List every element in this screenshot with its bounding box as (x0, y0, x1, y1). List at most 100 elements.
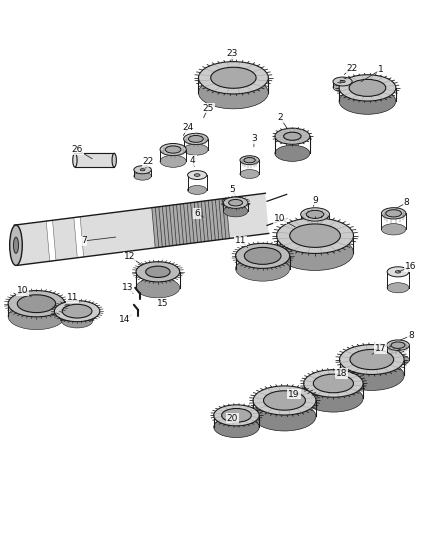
Text: 14: 14 (120, 315, 131, 324)
Ellipse shape (8, 303, 65, 329)
Polygon shape (74, 217, 84, 258)
Ellipse shape (395, 271, 401, 273)
Ellipse shape (214, 417, 259, 438)
Ellipse shape (340, 80, 345, 83)
Ellipse shape (391, 342, 405, 349)
Ellipse shape (387, 282, 409, 293)
Ellipse shape (313, 374, 353, 393)
Ellipse shape (134, 166, 151, 174)
Ellipse shape (160, 143, 186, 156)
Text: 10: 10 (274, 214, 286, 223)
Text: 4: 4 (190, 156, 196, 165)
Ellipse shape (223, 206, 248, 217)
Ellipse shape (339, 344, 404, 375)
Ellipse shape (240, 169, 259, 179)
Text: 22: 22 (346, 64, 358, 72)
Text: 12: 12 (124, 253, 135, 261)
Text: 3: 3 (251, 134, 257, 143)
Text: 6: 6 (194, 209, 200, 218)
Ellipse shape (73, 154, 77, 167)
Ellipse shape (214, 405, 259, 426)
Ellipse shape (222, 408, 251, 422)
Ellipse shape (236, 244, 290, 269)
Ellipse shape (165, 146, 181, 153)
Text: 7: 7 (81, 237, 87, 246)
Ellipse shape (136, 278, 180, 298)
Ellipse shape (349, 79, 386, 96)
Ellipse shape (339, 88, 396, 114)
Ellipse shape (184, 144, 208, 155)
Ellipse shape (14, 237, 18, 253)
Ellipse shape (275, 128, 310, 144)
Ellipse shape (149, 285, 165, 296)
Ellipse shape (160, 155, 186, 167)
Ellipse shape (236, 256, 290, 281)
Ellipse shape (188, 135, 203, 142)
Ellipse shape (300, 219, 329, 232)
Ellipse shape (140, 168, 145, 171)
Text: 8: 8 (404, 198, 410, 207)
Text: 1: 1 (378, 66, 383, 74)
Ellipse shape (223, 197, 248, 208)
Ellipse shape (253, 402, 316, 431)
Ellipse shape (387, 355, 410, 365)
Ellipse shape (54, 301, 100, 321)
Ellipse shape (387, 266, 409, 277)
Text: 16: 16 (405, 262, 417, 271)
Text: 13: 13 (122, 283, 133, 292)
Ellipse shape (381, 208, 406, 219)
Text: 15: 15 (156, 299, 168, 308)
Text: 17: 17 (375, 344, 386, 353)
Ellipse shape (146, 266, 170, 278)
Ellipse shape (304, 385, 363, 412)
Text: 11: 11 (67, 293, 78, 302)
Ellipse shape (350, 350, 394, 369)
Ellipse shape (253, 386, 316, 415)
Ellipse shape (17, 295, 56, 312)
Ellipse shape (152, 287, 162, 294)
Ellipse shape (229, 199, 243, 206)
Text: 23: 23 (226, 50, 238, 58)
Text: 26: 26 (71, 145, 83, 154)
Ellipse shape (198, 62, 268, 94)
Polygon shape (54, 311, 100, 321)
Polygon shape (152, 198, 230, 248)
Ellipse shape (290, 224, 340, 247)
Ellipse shape (184, 133, 208, 144)
Ellipse shape (244, 247, 281, 264)
Text: 8: 8 (408, 331, 414, 340)
Ellipse shape (187, 185, 207, 195)
Ellipse shape (194, 174, 200, 176)
Text: 20: 20 (226, 414, 238, 423)
Ellipse shape (277, 235, 353, 270)
Ellipse shape (240, 156, 259, 165)
Ellipse shape (136, 262, 180, 282)
Ellipse shape (198, 77, 268, 109)
Ellipse shape (300, 208, 329, 221)
Ellipse shape (244, 158, 255, 163)
Text: 9: 9 (312, 196, 318, 205)
Text: 19: 19 (288, 390, 300, 399)
Ellipse shape (264, 391, 305, 410)
Text: 11: 11 (235, 237, 247, 246)
Ellipse shape (333, 83, 352, 92)
Ellipse shape (339, 360, 404, 391)
Ellipse shape (277, 218, 353, 254)
Text: 18: 18 (336, 369, 347, 378)
Ellipse shape (134, 172, 151, 180)
Ellipse shape (62, 304, 92, 318)
Ellipse shape (386, 209, 402, 217)
Ellipse shape (306, 211, 324, 219)
Polygon shape (14, 193, 269, 265)
Text: 25: 25 (202, 103, 214, 112)
Polygon shape (46, 220, 56, 261)
Ellipse shape (304, 370, 363, 397)
Ellipse shape (187, 171, 207, 180)
Ellipse shape (61, 313, 93, 328)
Ellipse shape (333, 77, 352, 86)
Text: 5: 5 (229, 185, 235, 194)
Ellipse shape (112, 154, 117, 167)
Text: 22: 22 (143, 157, 154, 166)
Ellipse shape (387, 340, 410, 350)
Ellipse shape (10, 225, 22, 265)
